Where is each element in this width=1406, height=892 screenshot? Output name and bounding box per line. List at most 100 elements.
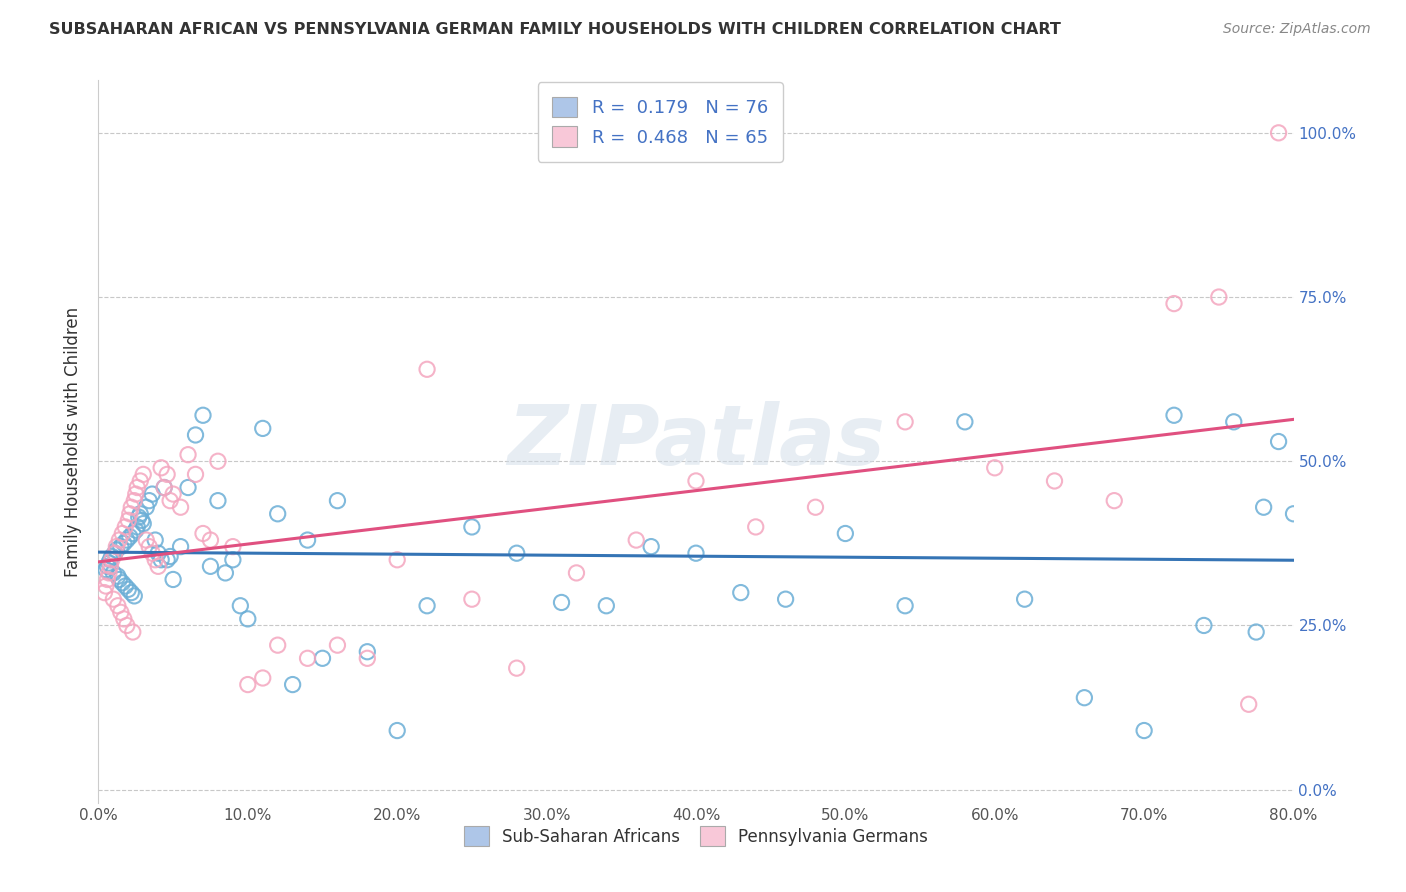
Point <box>461 520 484 534</box>
Point <box>156 553 179 567</box>
Point <box>626 533 648 547</box>
Point <box>162 487 184 501</box>
Point <box>1073 690 1095 705</box>
Point <box>506 546 529 560</box>
Point <box>97 566 120 580</box>
Point <box>135 533 157 547</box>
Point <box>141 487 163 501</box>
Point <box>141 546 163 560</box>
Point <box>138 540 160 554</box>
Point <box>128 510 150 524</box>
Point <box>114 520 136 534</box>
Point <box>124 493 146 508</box>
Point <box>143 553 166 567</box>
Point <box>94 563 117 577</box>
Point <box>550 595 572 609</box>
Point <box>200 533 222 547</box>
Point <box>156 467 179 482</box>
Point <box>177 448 200 462</box>
Point <box>105 542 128 557</box>
Point <box>125 523 148 537</box>
Point <box>114 579 136 593</box>
Point <box>1244 625 1267 640</box>
Point <box>1014 592 1036 607</box>
Point <box>356 645 378 659</box>
Point <box>150 553 173 567</box>
Point <box>385 553 409 567</box>
Point <box>112 612 135 626</box>
Point <box>169 500 191 515</box>
Point <box>125 487 148 501</box>
Point <box>834 526 856 541</box>
Point <box>191 526 214 541</box>
Point <box>97 556 120 570</box>
Y-axis label: Family Households with Children: Family Households with Children <box>65 307 83 576</box>
Point <box>953 415 976 429</box>
Point <box>111 575 134 590</box>
Point <box>461 592 484 607</box>
Point <box>118 530 141 544</box>
Point <box>191 409 214 423</box>
Point <box>236 677 259 691</box>
Point <box>110 540 132 554</box>
Point <box>103 592 125 607</box>
Point <box>115 533 138 547</box>
Point <box>94 579 117 593</box>
Legend: Sub-Saharan Africans, Pennsylvania Germans: Sub-Saharan Africans, Pennsylvania Germa… <box>457 820 935 852</box>
Point <box>297 533 319 547</box>
Point <box>506 661 529 675</box>
Point <box>101 553 124 567</box>
Point <box>129 507 152 521</box>
Point <box>894 415 917 429</box>
Point <box>127 481 149 495</box>
Point <box>159 493 181 508</box>
Point <box>129 474 152 488</box>
Point <box>685 546 707 560</box>
Point <box>120 585 142 599</box>
Point <box>281 677 304 691</box>
Point <box>121 625 143 640</box>
Point <box>117 582 139 597</box>
Point <box>200 559 222 574</box>
Point <box>108 533 131 547</box>
Point <box>135 500 157 515</box>
Point <box>252 421 274 435</box>
Point <box>101 549 124 564</box>
Point <box>297 651 319 665</box>
Point <box>131 513 153 527</box>
Point <box>595 599 617 613</box>
Point <box>1043 474 1066 488</box>
Point <box>326 638 349 652</box>
Point <box>107 599 129 613</box>
Point <box>730 585 752 599</box>
Point <box>385 723 409 738</box>
Point <box>1104 493 1126 508</box>
Point <box>110 605 132 619</box>
Point <box>804 500 827 515</box>
Point <box>132 516 155 531</box>
Point <box>1133 723 1156 738</box>
Point <box>112 536 135 550</box>
Point <box>132 467 155 482</box>
Point <box>104 546 127 560</box>
Point <box>108 573 131 587</box>
Point <box>416 599 439 613</box>
Point <box>111 526 134 541</box>
Point <box>177 481 200 495</box>
Point <box>120 500 142 515</box>
Point <box>104 546 127 560</box>
Point <box>117 513 139 527</box>
Point <box>98 553 122 567</box>
Point <box>214 566 236 580</box>
Point <box>311 651 333 665</box>
Point <box>775 592 797 607</box>
Point <box>159 549 181 564</box>
Point <box>222 540 245 554</box>
Point <box>1267 126 1289 140</box>
Text: ZIPatlas: ZIPatlas <box>508 401 884 482</box>
Point <box>148 546 170 560</box>
Point <box>1267 434 1289 449</box>
Point <box>267 507 290 521</box>
Point <box>148 559 170 574</box>
Point <box>1208 290 1230 304</box>
